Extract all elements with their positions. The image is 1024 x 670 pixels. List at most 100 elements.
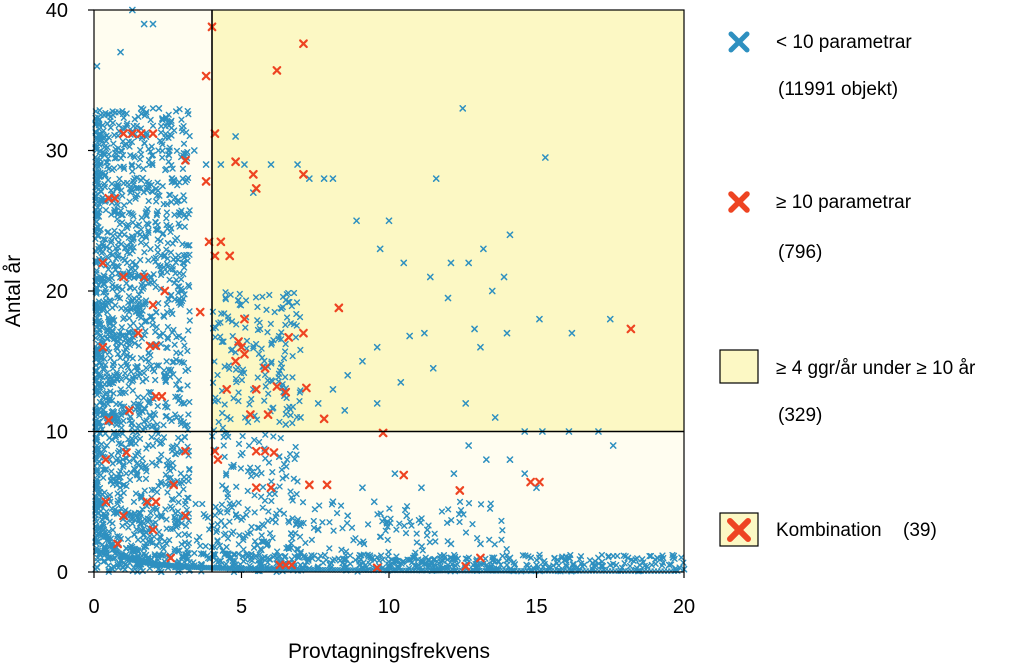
- cloud-point: [555, 562, 562, 569]
- cloud-point: [595, 560, 602, 567]
- cloud-point: [254, 557, 262, 564]
- cloud-point: [131, 262, 139, 269]
- cloud-point: [425, 562, 433, 569]
- cloud-point: [232, 349, 239, 356]
- cloud-point: [260, 538, 268, 545]
- cloud-point: [211, 512, 219, 519]
- cloud-point: [160, 230, 167, 237]
- cloud-point: [153, 323, 160, 331]
- cloud-point: [413, 530, 420, 537]
- point-high: [98, 342, 108, 352]
- point-low: [406, 332, 413, 340]
- cloud-point: [246, 401, 253, 408]
- point-high: [127, 129, 137, 139]
- cloud-point: [113, 421, 120, 428]
- cloud-point: [222, 289, 229, 296]
- point-low: [636, 561, 644, 569]
- legend-count-low: (11991 objekt): [778, 79, 898, 100]
- cloud-point: [109, 526, 116, 534]
- cloud-point: [151, 553, 158, 560]
- cloud-point: [132, 440, 139, 447]
- cloud-point: [109, 166, 116, 173]
- cloud-point: [160, 367, 168, 374]
- cloud-point: [101, 557, 108, 565]
- point-low: [459, 105, 467, 112]
- cloud-point: [474, 535, 481, 542]
- cloud-point: [174, 256, 182, 263]
- cloud-point: [590, 562, 597, 570]
- point-low: [665, 561, 673, 569]
- cloud-point: [99, 394, 106, 401]
- cloud-point: [109, 232, 117, 239]
- point-high: [535, 477, 544, 487]
- cloud-point: [222, 485, 230, 492]
- point-high: [213, 455, 223, 464]
- point-low: [421, 329, 428, 337]
- cloud-point: [163, 215, 170, 222]
- cloud-point: [167, 228, 174, 236]
- cloud-point: [99, 275, 106, 282]
- cloud-point: [244, 506, 251, 513]
- cloud-point: [139, 307, 146, 314]
- cloud-point: [106, 245, 113, 252]
- cloud-point: [259, 521, 266, 528]
- cloud-point: [262, 383, 269, 390]
- cloud-point: [522, 552, 529, 559]
- cloud-point: [145, 221, 152, 228]
- point-low: [359, 484, 366, 492]
- cloud-point: [131, 340, 138, 347]
- cloud-point: [172, 194, 179, 201]
- cloud-point: [319, 519, 326, 526]
- point-low: [217, 161, 225, 168]
- y-tick-label: 10: [46, 422, 68, 444]
- cloud-point: [145, 157, 153, 164]
- cloud-point: [157, 237, 164, 245]
- point-high: [251, 483, 261, 493]
- cloud-point: [109, 304, 116, 311]
- cloud-curve-point: [96, 498, 103, 504]
- cloud-point: [120, 315, 127, 323]
- cloud-point: [137, 146, 144, 154]
- cloud-point: [110, 140, 117, 147]
- point-low: [444, 561, 452, 569]
- cloud-point: [392, 557, 399, 565]
- cloud-point: [127, 152, 134, 159]
- cloud-point: [131, 285, 138, 292]
- legend: < 10 parametrar (11991 objekt) ≥ 10 para…: [719, 31, 976, 547]
- cloud-point: [136, 515, 143, 522]
- cloud-point: [257, 545, 264, 552]
- cloud-point: [101, 365, 108, 372]
- cloud-point: [106, 518, 113, 525]
- cloud-point: [277, 360, 285, 367]
- legend-combination-x-icon: [727, 518, 751, 542]
- cloud-point: [326, 545, 333, 552]
- point-low: [385, 217, 393, 225]
- cloud-point: [269, 469, 276, 476]
- cloud-point: [179, 128, 186, 135]
- point-low: [465, 442, 472, 449]
- cloud-point: [165, 111, 172, 118]
- cloud-point: [98, 188, 105, 195]
- point-low: [415, 561, 422, 569]
- cloud-point: [186, 317, 193, 324]
- cloud-point: [117, 386, 124, 393]
- cloud-point: [175, 220, 182, 227]
- cloud-point: [180, 335, 187, 343]
- point-low: [503, 329, 511, 337]
- cloud-point: [308, 536, 315, 543]
- point-high: [148, 300, 158, 310]
- cloud-point: [186, 398, 193, 406]
- cloud-point: [206, 526, 213, 533]
- cloud-point: [117, 207, 124, 214]
- cloud-point: [181, 400, 188, 407]
- cloud-point: [180, 486, 187, 493]
- cloud-point: [266, 556, 273, 563]
- cloud-point: [106, 491, 113, 499]
- cloud-point: [148, 434, 155, 441]
- cloud-point: [132, 308, 139, 315]
- cloud-point: [109, 260, 117, 267]
- cloud-point: [115, 331, 123, 338]
- point-high: [157, 391, 167, 401]
- cloud-point: [227, 416, 234, 423]
- series-low-parameters: [92, 6, 688, 576]
